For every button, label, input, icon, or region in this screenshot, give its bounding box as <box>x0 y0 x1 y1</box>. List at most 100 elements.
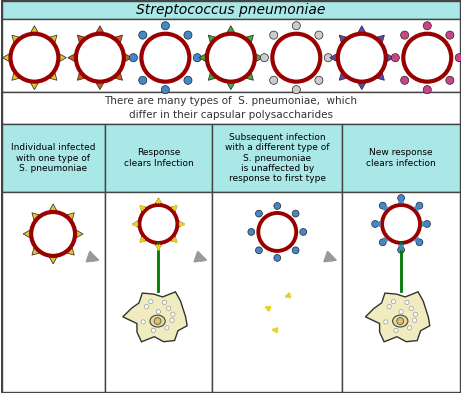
Circle shape <box>446 31 454 39</box>
Circle shape <box>391 54 399 62</box>
Circle shape <box>424 220 431 228</box>
Polygon shape <box>114 35 123 44</box>
Circle shape <box>170 318 174 322</box>
Polygon shape <box>48 256 58 264</box>
Polygon shape <box>59 53 66 62</box>
Circle shape <box>272 34 320 82</box>
Bar <box>213 124 342 192</box>
Polygon shape <box>124 53 132 62</box>
Text: Streptococcus pneumoniae: Streptococcus pneumoniae <box>136 3 325 17</box>
Polygon shape <box>48 204 58 212</box>
Polygon shape <box>30 82 39 90</box>
Text: Subsequent infection
with a different type of
S. pneumoniae
is unaffected by
res: Subsequent infection with a different ty… <box>225 133 330 184</box>
Circle shape <box>207 34 255 82</box>
Circle shape <box>292 247 299 254</box>
Polygon shape <box>376 35 384 44</box>
Polygon shape <box>140 206 148 213</box>
Circle shape <box>423 86 431 94</box>
Circle shape <box>161 86 169 94</box>
Circle shape <box>409 306 414 310</box>
Circle shape <box>423 22 431 30</box>
Polygon shape <box>114 72 123 80</box>
Circle shape <box>76 34 124 82</box>
Circle shape <box>398 195 404 202</box>
Circle shape <box>154 318 161 325</box>
Polygon shape <box>68 53 76 62</box>
Bar <box>105 192 213 392</box>
Circle shape <box>165 326 169 330</box>
Circle shape <box>446 76 454 84</box>
Circle shape <box>401 76 409 84</box>
Circle shape <box>300 229 307 235</box>
Bar <box>342 192 460 392</box>
Circle shape <box>274 202 281 209</box>
Circle shape <box>292 210 299 217</box>
Circle shape <box>166 306 171 310</box>
Circle shape <box>162 300 166 305</box>
Polygon shape <box>255 53 263 62</box>
Bar <box>2 1 460 19</box>
Text: New response
clears infection: New response clears infection <box>366 148 436 168</box>
Circle shape <box>397 318 404 325</box>
Polygon shape <box>23 230 31 239</box>
Polygon shape <box>245 72 254 80</box>
Circle shape <box>142 34 189 82</box>
Circle shape <box>401 31 409 39</box>
Polygon shape <box>30 26 39 34</box>
Text: Response
clears Infection: Response clears Infection <box>124 148 193 168</box>
Circle shape <box>248 229 255 235</box>
Polygon shape <box>95 82 104 90</box>
Circle shape <box>260 54 268 62</box>
Polygon shape <box>226 26 235 34</box>
Polygon shape <box>386 53 394 62</box>
Circle shape <box>292 86 301 94</box>
Polygon shape <box>32 246 41 255</box>
Polygon shape <box>95 26 104 34</box>
Polygon shape <box>32 213 41 222</box>
Circle shape <box>324 54 332 62</box>
Polygon shape <box>357 82 366 90</box>
Circle shape <box>258 213 296 251</box>
Polygon shape <box>12 72 21 80</box>
Bar <box>342 124 460 192</box>
Polygon shape <box>339 72 348 80</box>
Circle shape <box>193 54 201 62</box>
Polygon shape <box>376 72 384 80</box>
Circle shape <box>414 312 418 316</box>
Polygon shape <box>77 72 86 80</box>
Circle shape <box>171 312 175 316</box>
Circle shape <box>151 328 155 332</box>
Circle shape <box>391 299 396 304</box>
Circle shape <box>11 34 59 82</box>
Circle shape <box>315 76 323 84</box>
Circle shape <box>156 310 160 314</box>
Polygon shape <box>2 53 11 62</box>
Polygon shape <box>366 292 430 342</box>
Text: Individual infected
with one type of
S. pneumoniae: Individual infected with one type of S. … <box>11 143 95 173</box>
Circle shape <box>139 76 147 84</box>
Circle shape <box>372 220 378 228</box>
Polygon shape <box>245 35 254 44</box>
Circle shape <box>184 31 192 39</box>
Circle shape <box>141 320 145 324</box>
Polygon shape <box>132 220 140 228</box>
Polygon shape <box>65 246 74 255</box>
Polygon shape <box>226 82 235 90</box>
Bar <box>213 192 342 392</box>
Polygon shape <box>48 72 57 80</box>
Circle shape <box>140 205 177 243</box>
Polygon shape <box>208 35 217 44</box>
Circle shape <box>408 326 412 330</box>
Circle shape <box>413 318 417 322</box>
Polygon shape <box>208 72 217 80</box>
Text: There are many types of  S. pneumoniae,  which
differ in their capsular polysacc: There are many types of S. pneumoniae, w… <box>104 96 357 120</box>
Circle shape <box>382 205 420 243</box>
Circle shape <box>387 305 391 309</box>
Polygon shape <box>65 213 74 222</box>
Polygon shape <box>339 35 348 44</box>
Circle shape <box>455 54 461 62</box>
Circle shape <box>403 34 451 82</box>
Circle shape <box>139 31 147 39</box>
Bar <box>2 124 105 192</box>
Circle shape <box>384 320 388 324</box>
